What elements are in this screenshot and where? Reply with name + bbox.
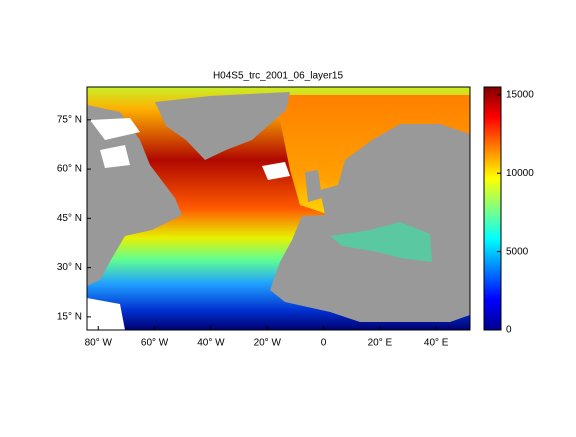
land-europe-africa xyxy=(270,124,470,322)
land-iceland xyxy=(262,162,290,180)
map-frame xyxy=(86,86,471,331)
ice-patch xyxy=(90,118,140,140)
y-tick-label: 30° N xyxy=(57,262,82,273)
colorbar-tick-label: 10000 xyxy=(506,168,534,179)
colorbar-tick-label: 5000 xyxy=(506,246,529,257)
y-tick-label: 45° N xyxy=(57,213,82,224)
y-tick-label: 60° N xyxy=(57,164,82,175)
ice-patch xyxy=(100,145,130,168)
y-tick-label: 15° N xyxy=(57,312,82,323)
map-title: H04S5_trc_2001_06_layer15 xyxy=(213,71,344,82)
colorbar-tick-label: 0 xyxy=(506,325,512,336)
mediterranean xyxy=(330,222,432,262)
x-tick-label: 80° W xyxy=(85,338,113,349)
colorbar-tick-label: 15000 xyxy=(506,89,534,100)
x-tick-label: 40° E xyxy=(424,338,449,349)
x-tick-label: 40° W xyxy=(197,338,225,349)
x-tick-label: 60° W xyxy=(141,338,169,349)
land-central-america xyxy=(87,298,125,330)
land-british-isles xyxy=(305,170,322,202)
y-tick-label: 75° N xyxy=(57,114,82,125)
colorbar xyxy=(483,86,502,331)
x-tick-label: 0 xyxy=(321,338,327,349)
x-tick-label: 20° E xyxy=(368,338,393,349)
land-greenland xyxy=(155,92,290,160)
map-area xyxy=(86,86,471,331)
x-tick-label: 20° W xyxy=(254,338,282,349)
